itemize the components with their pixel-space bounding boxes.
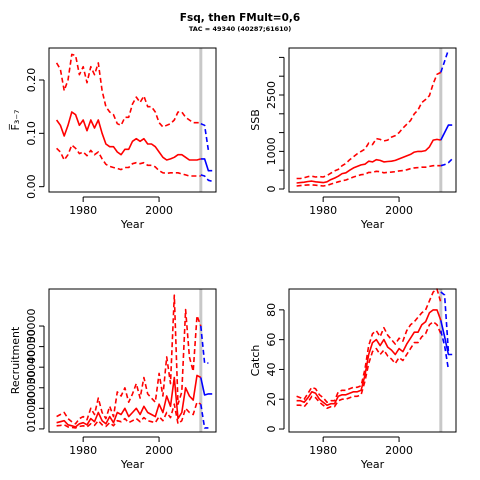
- series-lower: [56, 144, 201, 177]
- y-tick-label: 0: [265, 426, 278, 433]
- y-axis-label: SSB: [249, 109, 262, 131]
- y-tick-label: 20000: [25, 370, 38, 405]
- y-tick-label: 20: [265, 392, 278, 406]
- y-axis-label: Recruitment: [9, 326, 22, 394]
- x-tick-label: 1980: [309, 444, 337, 457]
- x-tick-label: 1980: [69, 444, 97, 457]
- series-estimate: [296, 138, 441, 184]
- series-lower: [296, 164, 441, 187]
- x-tick-label: 2000: [145, 444, 173, 457]
- x-tick-label: 2000: [385, 444, 413, 457]
- y-tick-label: 0: [25, 425, 38, 432]
- y-tick-label: 0.10: [25, 121, 38, 146]
- series-projection-upper: [440, 49, 450, 73]
- figure-subtitle: TAC = 49340 (40287;61610): [189, 25, 291, 33]
- series-upper: [56, 294, 202, 425]
- y-tick-label: 0.00: [25, 174, 38, 199]
- y-tick-label: 40: [265, 362, 278, 376]
- x-axis-label: Year: [360, 458, 385, 471]
- series-estimate: [56, 374, 202, 428]
- y-tick-label: 40000: [25, 329, 38, 364]
- plot-frame: [48, 288, 217, 433]
- x-tick-label: 1980: [69, 204, 97, 217]
- series-projection-lower: [440, 158, 453, 167]
- x-tick-label: 1980: [309, 204, 337, 217]
- y-tick-label: 10000: [25, 391, 38, 426]
- series-projection-lower: [200, 174, 213, 183]
- x-tick-label: 2000: [385, 204, 413, 217]
- plot-frame: [48, 47, 217, 193]
- series-estimate: [296, 309, 442, 407]
- series-projection: [440, 320, 453, 356]
- x-axis-label: Year: [360, 218, 385, 231]
- series-upper: [296, 71, 442, 180]
- y-tick-label: 30000: [25, 350, 38, 385]
- y-tick-label: 60: [265, 333, 278, 347]
- y-tick-label: 50000: [25, 309, 38, 344]
- series-projection-upper: [200, 325, 209, 364]
- series-projection-upper: [200, 122, 210, 151]
- series-estimate: [55, 111, 202, 161]
- x-axis-label: Year: [120, 218, 145, 231]
- x-tick-label: 2000: [145, 204, 173, 217]
- y-tick-label: 1000: [265, 137, 278, 165]
- series-upper: [296, 288, 442, 404]
- y-axis-label: F̅₃₋₇: [9, 110, 22, 131]
- y-tick-label: 2500: [265, 81, 278, 109]
- y-tick-label: 80: [265, 303, 278, 317]
- series-lower: [296, 320, 442, 410]
- series-upper: [55, 53, 201, 128]
- x-axis-label: Year: [120, 458, 145, 471]
- series-projection: [200, 377, 213, 396]
- figure-title: Fsq, then FMult=0,6: [180, 12, 300, 24]
- series-projection: [200, 158, 213, 172]
- plot-frame: [288, 288, 457, 433]
- series-projection-upper: [440, 291, 450, 352]
- y-axis-label: Catch: [249, 345, 262, 377]
- series-lower: [56, 401, 202, 429]
- series-projection: [440, 124, 453, 141]
- series-projection-lower: [200, 404, 209, 429]
- plot-frame: [288, 47, 457, 193]
- y-tick-label: 0.20: [25, 68, 38, 93]
- y-tick-label: 0: [265, 185, 278, 192]
